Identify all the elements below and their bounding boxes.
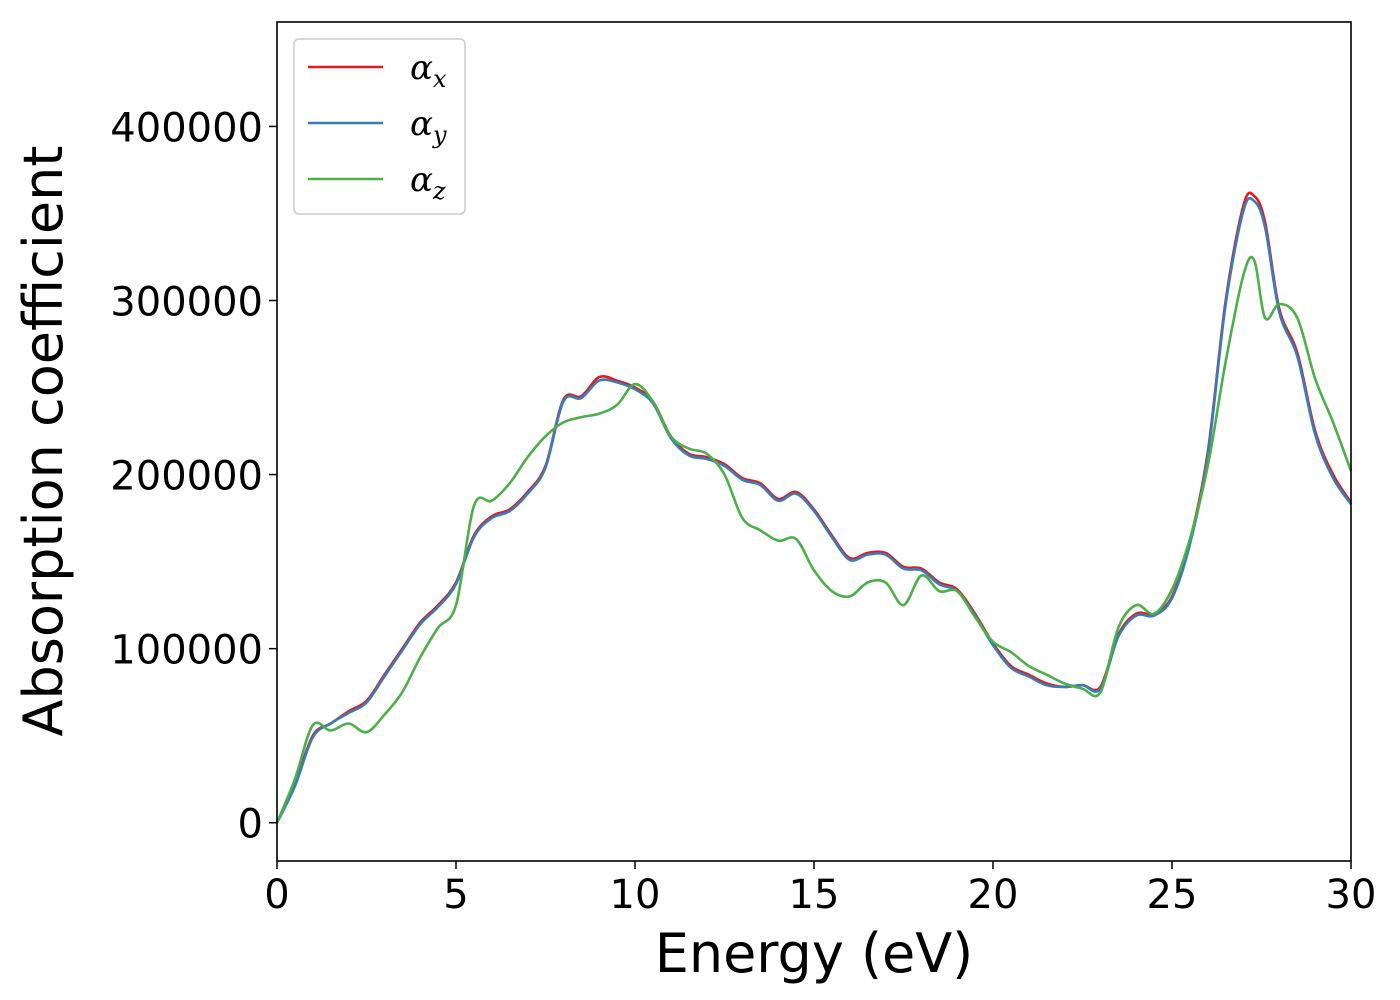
y-tick-label: 300000 bbox=[110, 280, 263, 326]
y-tick-label: 0 bbox=[238, 802, 263, 848]
y-axis-title: Absorption coefficient bbox=[12, 146, 75, 737]
legend-label-y: αy bbox=[410, 104, 447, 149]
y-tick-label: 200000 bbox=[110, 454, 263, 500]
x-tick-label: 5 bbox=[443, 872, 468, 918]
series-line-z bbox=[275, 255, 1353, 824]
legend-label-x: αx bbox=[410, 48, 447, 93]
x-tick-label: 0 bbox=[264, 872, 289, 918]
y-axis-ticks: 0 100000 200000 300000 400000 bbox=[110, 105, 277, 848]
x-tick-label: 30 bbox=[1326, 872, 1377, 918]
x-tick-label: 10 bbox=[610, 872, 661, 918]
legend-box bbox=[293, 38, 466, 215]
x-axis-title: Energy (eV) bbox=[655, 922, 974, 985]
y-tick-label: 400000 bbox=[110, 105, 263, 151]
y-tick-label: 100000 bbox=[110, 628, 263, 674]
x-tick-label: 25 bbox=[1147, 872, 1198, 918]
x-axis-ticks: 0 5 10 15 20 25 30 bbox=[264, 861, 1376, 918]
x-tick-label: 15 bbox=[789, 872, 840, 918]
x-tick-label: 20 bbox=[968, 872, 1019, 918]
series-layer bbox=[275, 191, 1353, 824]
